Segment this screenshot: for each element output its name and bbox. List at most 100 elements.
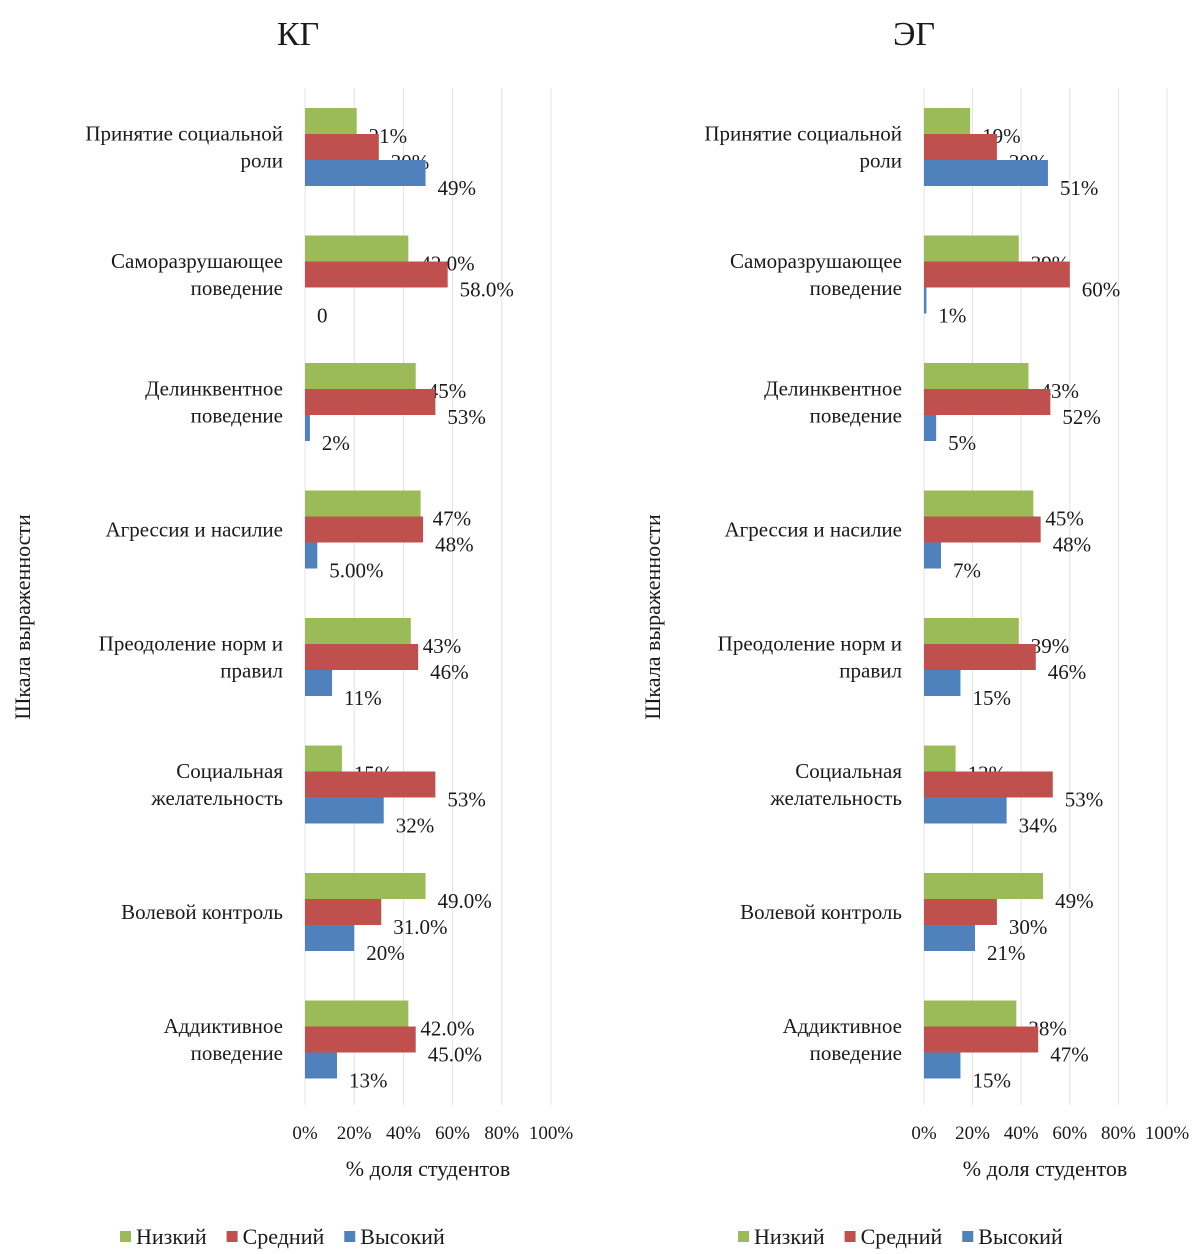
kg-category-label: Преодоление норм и (99, 632, 283, 656)
eg-bar-Высокий (924, 542, 942, 569)
kg-bar-Низкий (305, 490, 421, 517)
kg-bar-Высокий (305, 160, 426, 186)
eg-data-label: 15% (972, 1069, 1011, 1093)
eg-data-label: 15% (972, 686, 1011, 710)
eg-bar-Низкий (924, 1000, 1017, 1027)
eg-bar-Средний (924, 771, 1053, 798)
kg-x-tick-label: 20% (337, 1123, 372, 1144)
kg-bar-Низкий (305, 108, 357, 134)
kg-bar-Низкий (305, 618, 411, 644)
kg-data-label: 48% (435, 533, 474, 557)
eg-data-label: 1% (938, 304, 966, 328)
kg-bar-Низкий (305, 235, 409, 262)
eg-category-label: Волевой контроль (740, 900, 902, 924)
eg-legend-swatch (844, 1231, 856, 1242)
eg-bar-Низкий (924, 490, 1034, 517)
kg-category-label: Принятие социальной (85, 122, 283, 146)
eg-x-tick-label: 100% (1145, 1123, 1190, 1144)
kg-data-label: 46% (430, 660, 469, 684)
eg-category-label: Принятие социальной (704, 122, 902, 146)
eg-x-tick-label: 60% (1052, 1123, 1087, 1144)
eg-category-label: желательность (769, 786, 902, 810)
kg-bar-Высокий (305, 925, 355, 951)
eg-data-label: 34% (1019, 814, 1058, 838)
kg-category-label: Саморазрушающее (111, 249, 283, 273)
kg-data-label: 0 (317, 304, 328, 328)
eg-data-label: 47% (1050, 1043, 1089, 1067)
kg-category-label: Аддиктивное (164, 1014, 283, 1038)
eg-data-label: 39% (1031, 634, 1070, 658)
kg-data-label: 32% (396, 814, 435, 838)
kg-bar-Средний (305, 516, 424, 543)
kg-bar-Высокий (305, 542, 318, 569)
eg-category-label: поведение (810, 404, 902, 428)
kg-chart-title: КГ (277, 16, 319, 53)
kg-data-label: 5.00% (329, 559, 383, 583)
eg-category-label: Аддиктивное (783, 1014, 902, 1038)
eg-bar-Средний (924, 261, 1070, 288)
kg-bar-Средний (305, 644, 419, 670)
kg-bar-Средний (305, 134, 379, 160)
eg-bar-Высокий (924, 797, 1007, 824)
eg-category-label: поведение (810, 276, 902, 300)
kg-x-tick-label: 80% (484, 1123, 519, 1144)
eg-data-label: 30% (1009, 915, 1048, 939)
eg-x-tick-label: 40% (1004, 1123, 1039, 1144)
eg-category-label: Делинквентное (764, 377, 902, 401)
kg-bar-Высокий (305, 670, 333, 696)
eg-x-tick-label: 80% (1101, 1123, 1136, 1144)
kg-data-label: 49.0% (438, 889, 492, 913)
kg-bar-Высокий (305, 797, 384, 824)
kg-bar-Низкий (305, 363, 416, 389)
eg-data-label: 5% (948, 431, 976, 455)
eg-bar-Низкий (924, 108, 971, 134)
eg-bar-Средний (924, 1026, 1039, 1053)
eg-data-label: 51% (1060, 176, 1099, 200)
eg-bar-Высокий (924, 1052, 961, 1079)
kg-legend-label: Средний (243, 1224, 325, 1249)
eg-bar-Высокий (924, 160, 1048, 186)
eg-bar-Средний (924, 389, 1051, 415)
eg-legend-label: Высокий (978, 1224, 1063, 1249)
kg-bar-Средний (305, 771, 436, 798)
eg-bar-Средний (924, 516, 1041, 543)
eg-category-label: Социальная (795, 759, 902, 783)
kg-category-label: Социальная (176, 759, 283, 783)
eg-x-axis-label: % доля студентов (963, 1156, 1127, 1181)
kg-category-label: Агрессия и насилие (105, 518, 283, 542)
eg-data-label: 52% (1062, 405, 1101, 429)
kg-category-label: Волевой контроль (121, 900, 283, 924)
eg-data-label: 48% (1053, 533, 1092, 557)
eg-category-label: поведение (810, 1041, 902, 1065)
kg-category-label: желательность (150, 786, 283, 810)
eg-legend-label: Средний (861, 1224, 943, 1249)
kg-data-label: 58.0% (460, 278, 514, 302)
kg-category-label: правил (220, 659, 283, 683)
kg-data-label: 31.0% (393, 915, 447, 939)
kg-bar-Средний (305, 899, 382, 925)
eg-bar-Средний (924, 899, 997, 925)
eg-data-label: 7% (953, 559, 981, 583)
eg-bar-Высокий (924, 925, 976, 951)
kg-data-label: 11% (344, 686, 382, 710)
eg-data-label: 53% (1065, 788, 1104, 812)
eg-bar-Высокий (924, 287, 927, 314)
eg-category-label: роли (860, 149, 902, 173)
eg-x-tick-label: 0% (911, 1123, 937, 1144)
kg-x-tick-label: 100% (529, 1123, 574, 1144)
kg-bar-Средний (305, 1026, 416, 1053)
kg-bar-Высокий (305, 1052, 337, 1079)
kg-x-axis-label: % доля студентов (346, 1156, 510, 1181)
kg-category-label: поведение (191, 404, 283, 428)
eg-data-label: 21% (987, 941, 1026, 965)
eg-bar-Высокий (924, 415, 937, 441)
kg-data-label: 49% (438, 176, 477, 200)
kg-legend-swatch (120, 1231, 131, 1242)
kg-legend-swatch (344, 1231, 356, 1242)
kg-bar-Низкий (305, 873, 426, 899)
kg-legend-swatch (226, 1231, 238, 1242)
kg-x-tick-label: 40% (386, 1123, 421, 1144)
kg-y-axis-label: Шкала выраженности (10, 514, 35, 720)
eg-category-label: Агрессия и насилие (724, 518, 902, 542)
